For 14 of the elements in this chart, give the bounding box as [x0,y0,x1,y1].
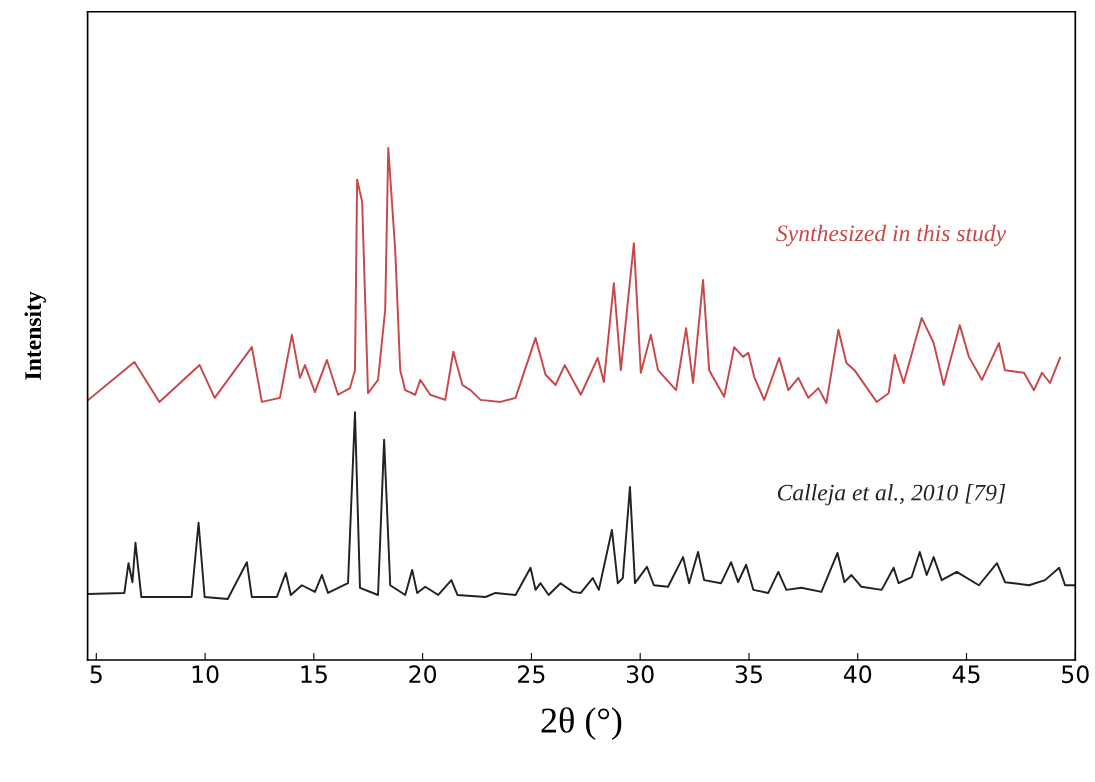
text: Synthesized in this study [776,224,1007,247]
x-tick-label: 40 [843,665,872,684]
x-tick-label: 30 [626,665,654,684]
x-tick-label: 5 [90,665,102,684]
x-tick-label: 35 [735,665,762,684]
x-tick-label: 45 [952,665,980,684]
x-tick-label: 50 [1062,665,1089,684]
x-tick-label: 20 [409,665,437,684]
text: Calleja et al., 2010 [79] [777,483,1006,506]
x-tick-label: 25 [518,665,545,684]
x-tick-label: 15 [301,665,327,684]
x-axis-title: 2θ (°) [541,707,622,741]
x-tick-label: 10 [192,665,219,684]
y-axis-title: Intensity [24,291,46,380]
